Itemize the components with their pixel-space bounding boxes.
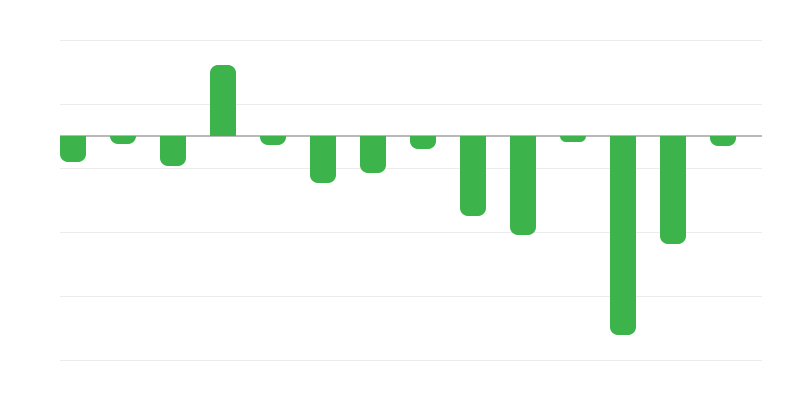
bar-5 bbox=[260, 136, 286, 145]
gridline-2 bbox=[60, 104, 762, 105]
bar-13 bbox=[660, 136, 686, 244]
gridline-6 bbox=[60, 360, 762, 361]
bar-4 bbox=[210, 65, 236, 136]
bar-11 bbox=[560, 136, 586, 142]
bar-8 bbox=[410, 136, 436, 149]
bar-6 bbox=[310, 136, 336, 183]
bar-12 bbox=[610, 136, 636, 335]
bar-14 bbox=[710, 136, 736, 146]
bar-9 bbox=[460, 136, 486, 216]
bar-10 bbox=[510, 136, 536, 235]
bar-7 bbox=[360, 136, 386, 173]
gridline-1 bbox=[60, 40, 762, 41]
gridline-3 bbox=[60, 168, 762, 169]
gridline-5 bbox=[60, 296, 762, 297]
gridline-4 bbox=[60, 232, 762, 233]
bar-2 bbox=[110, 136, 136, 144]
bar-1 bbox=[60, 136, 86, 162]
bar-3 bbox=[160, 136, 186, 166]
